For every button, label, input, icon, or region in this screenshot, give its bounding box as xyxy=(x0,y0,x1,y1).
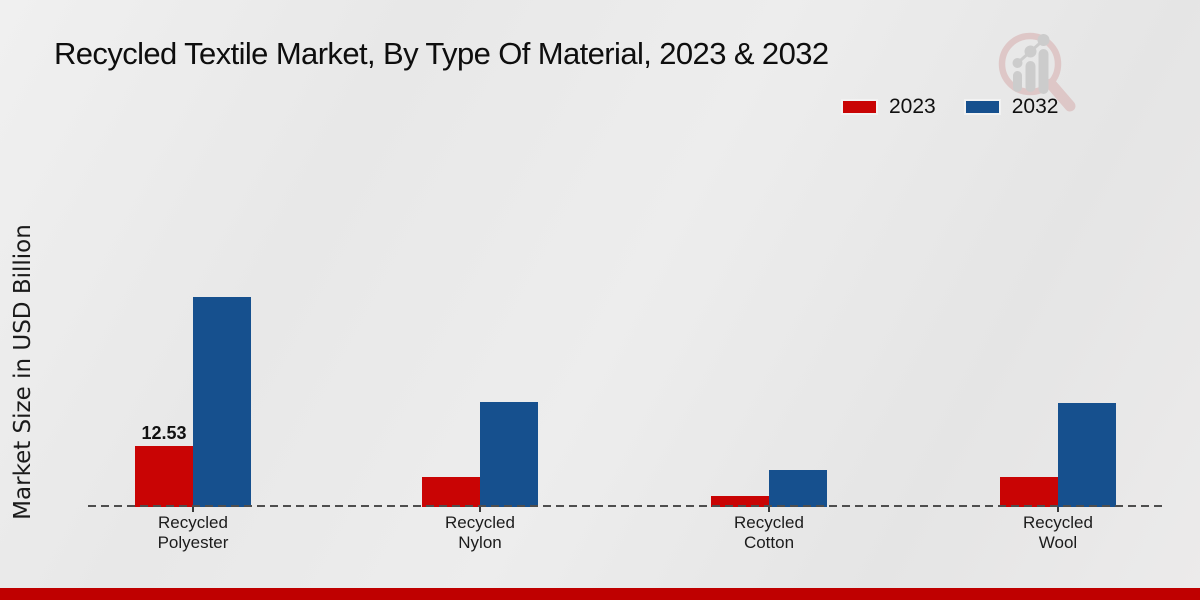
logo-dot xyxy=(1037,34,1050,46)
bar-value-label: 12.53 xyxy=(141,423,187,443)
category-label: Recycled Wool xyxy=(1023,513,1093,552)
bar-2023-recycled-nylon xyxy=(422,477,480,507)
x-axis-tick xyxy=(192,507,194,512)
bar-2023-recycled-polyester xyxy=(135,446,193,507)
category-label: Recycled Cotton xyxy=(734,513,804,552)
legend: 2023 2032 xyxy=(841,95,1059,119)
logo-dot xyxy=(1012,58,1023,68)
legend-swatch-2032 xyxy=(963,99,1001,115)
legend-swatch-2023 xyxy=(841,99,878,115)
x-axis-tick xyxy=(768,507,770,512)
legend-label-2032: 2032 xyxy=(1011,95,1059,118)
footer-red-strip xyxy=(0,588,1200,600)
logo-bar-medium xyxy=(1025,61,1036,92)
chart-title: Recycled Textile Market, By Type Of Mate… xyxy=(54,36,829,71)
logo-bar-small xyxy=(1013,71,1022,92)
magnifier-ring xyxy=(998,32,1062,96)
bar-2023-recycled-cotton xyxy=(711,496,769,507)
category-label: Recycled Nylon xyxy=(445,513,515,552)
x-axis-tick xyxy=(1057,507,1059,512)
legend-label-2023: 2023 xyxy=(889,95,936,118)
bar-2032-recycled-polyester xyxy=(193,297,251,507)
bar-2032-recycled-cotton xyxy=(769,470,827,507)
legend-item-2032: 2032 xyxy=(963,95,1059,119)
category-label: Recycled Polyester xyxy=(157,513,229,552)
legend-item-2023: 2023 xyxy=(841,95,936,119)
bar-2023-recycled-wool xyxy=(1000,477,1058,507)
magnifier-bar-chart-logo-icon xyxy=(998,32,1076,112)
logo-dot xyxy=(1024,45,1037,58)
x-axis-tick xyxy=(479,507,481,512)
bar-2032-recycled-nylon xyxy=(480,402,538,507)
bar-2032-recycled-wool xyxy=(1058,403,1116,507)
magnifier-handle xyxy=(1045,78,1076,112)
x-axis-baseline xyxy=(88,505,1163,507)
logo-bar-tall xyxy=(1038,49,1049,94)
